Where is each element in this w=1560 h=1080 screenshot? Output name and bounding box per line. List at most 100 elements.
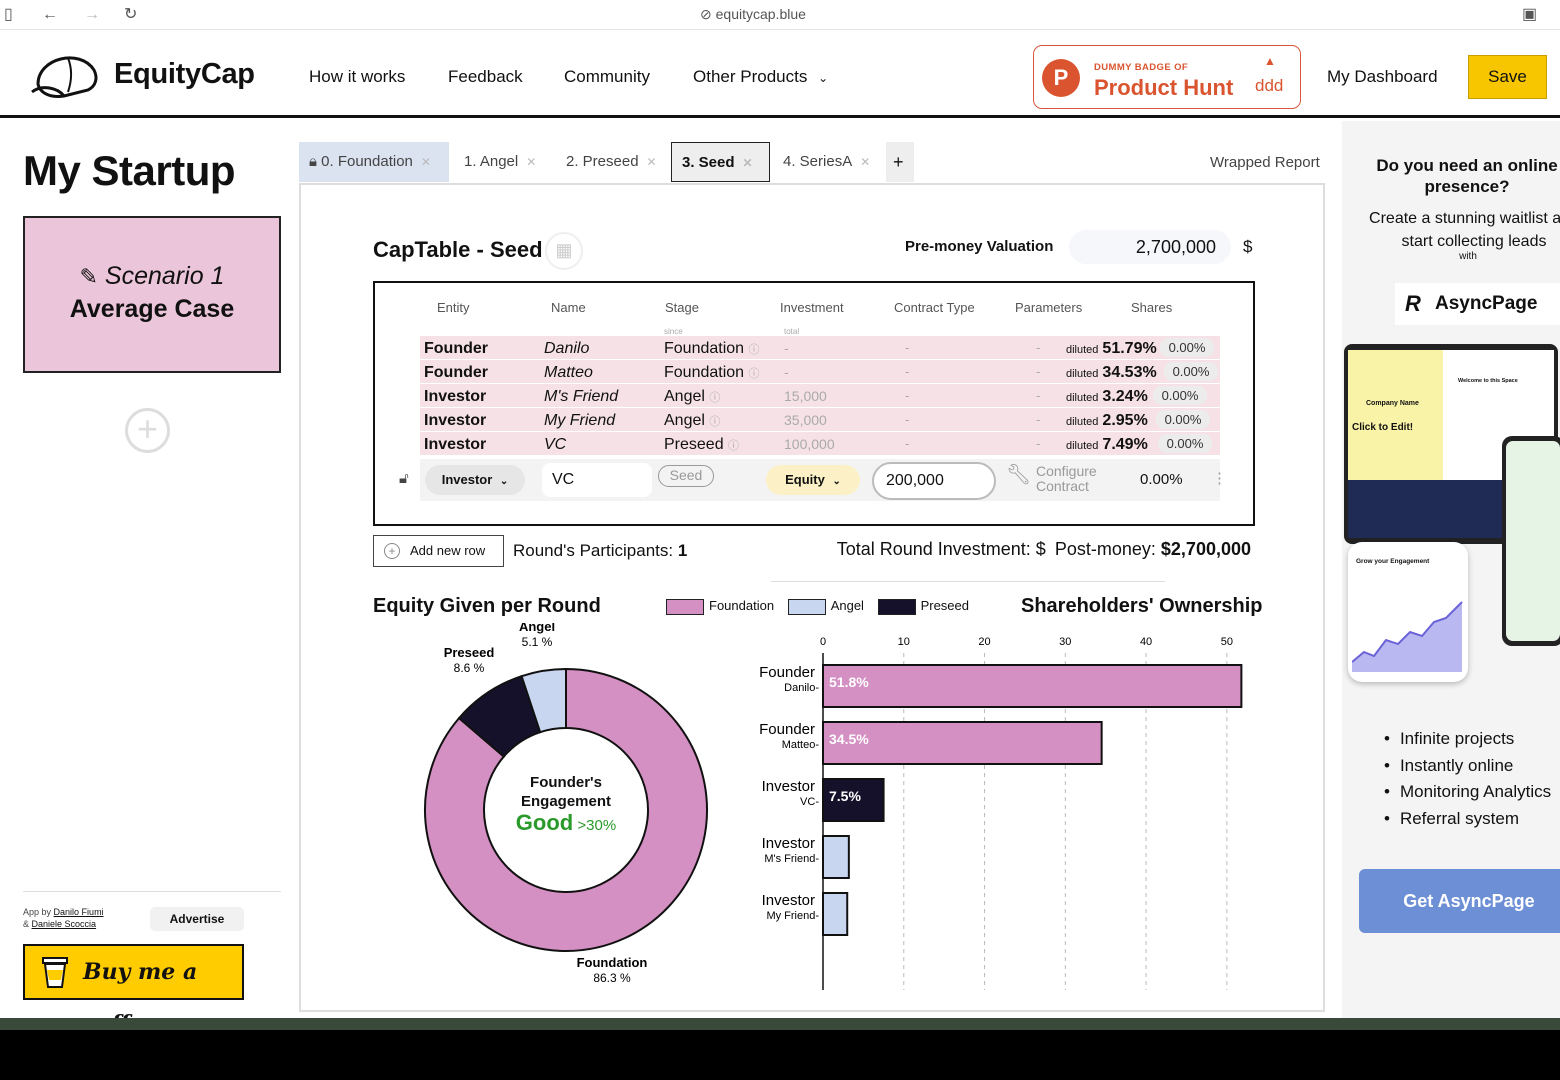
table-row[interactable]: Investor VC Preseed ⓘ 100,000 - - dilute… <box>420 432 1220 455</box>
y-tick-group: Investor <box>762 892 815 909</box>
table-row[interactable]: Founder Matteo Foundation ⓘ - - - dilute… <box>420 360 1220 383</box>
startup-title[interactable]: My Startup <box>23 147 236 194</box>
brand-name[interactable]: EquityCap <box>114 58 255 90</box>
cap-logo-icon[interactable] <box>28 44 100 104</box>
phone-frame <box>1502 436 1560 646</box>
badge-count: ddd <box>1255 76 1284 95</box>
cell-shares: diluted 2.95% <box>1066 412 1148 430</box>
donut-slice-foundation <box>424 667 708 952</box>
get-asyncpage-button[interactable]: Get AsyncPage <box>1359 869 1560 933</box>
diluted-label: diluted <box>1066 368 1099 380</box>
bar-danilo <box>822 664 1243 708</box>
add-tab-icon[interactable]: + <box>886 142 914 182</box>
y-tick-group: Founder <box>759 721 815 738</box>
buy-me-a-coffee-button[interactable]: Buy me a coffee <box>23 944 244 1030</box>
cell-investment: - <box>784 364 789 380</box>
pre-money-input[interactable]: 2,700,000 <box>1069 230 1231 264</box>
nav-other-products[interactable]: Other Products ⌄ <box>693 67 828 87</box>
coffee-cup-icon <box>42 957 68 988</box>
x-tick-label: 40 <box>1140 636 1152 648</box>
cell-entity: Investor <box>424 412 487 429</box>
more-options-icon[interactable]: ⋮ <box>1212 470 1227 487</box>
browser-chrome: ▯ ← → ↻ ⊘ equitycap.blue ▣ <box>0 0 1560 30</box>
lock-icon: 🔒︎ <box>309 153 317 170</box>
reload-icon[interactable]: ↻ <box>124 6 138 23</box>
row-lock-icon[interactable]: 🔓︎ <box>399 470 409 487</box>
name-input[interactable]: VC <box>542 463 652 497</box>
entity-select-value: Investor <box>441 472 493 487</box>
wrapped-report-link[interactable]: Wrapped Report <box>1210 154 1320 171</box>
close-icon[interactable]: ✕ <box>742 156 753 170</box>
investment-input[interactable]: 200,000 <box>872 462 996 500</box>
tab-angel[interactable]: 1. Angel ✕ <box>454 142 550 182</box>
ad-with: with <box>1459 251 1477 262</box>
save-button[interactable]: Save <box>1468 55 1547 99</box>
add-scenario-icon[interactable]: + <box>125 408 170 453</box>
y-tick-name: Matteo- <box>782 739 820 751</box>
info-icon: ⓘ <box>728 440 740 452</box>
app-credit: App by Danilo Fiumi & Daniele Scoccia <box>23 906 104 930</box>
diluted-value: 34.53% <box>1102 364 1157 381</box>
edit-icon[interactable]: ✎ <box>79 264 98 289</box>
tab-seed[interactable]: 3. Seed ✕ <box>671 142 770 182</box>
table-row[interactable]: since total Founder Danilo Foundation ⓘ … <box>420 327 1220 359</box>
round-pct: 0.00% <box>1164 362 1218 381</box>
credit-author-2-link[interactable]: Daniele Scoccia <box>31 919 97 929</box>
donut-label-name: Preseed <box>444 645 495 660</box>
table-row[interactable]: Investor My Friend Angel ⓘ 35,000 - - di… <box>420 408 1220 431</box>
add-row-button[interactable]: + Add new row <box>373 535 504 567</box>
legend-swatch-preseed <box>877 598 916 615</box>
configure-contract-button[interactable]: 🔧︎ Configure Contract <box>1006 464 1116 494</box>
address-bar[interactable]: ⊘ equitycap.blue <box>700 6 806 23</box>
cell-shares: diluted 3.24% <box>1066 388 1148 406</box>
entity-select[interactable]: Investor ⌄ <box>425 465 525 495</box>
configure-contract-label: Configure Contract <box>1036 463 1097 494</box>
my-dashboard-link[interactable]: My Dashboard <box>1327 67 1438 86</box>
legend-label-foundation: Foundation <box>709 598 775 613</box>
nav-feedback[interactable]: Feedback <box>448 67 523 86</box>
credit-author-1-link[interactable]: Danilo Fiumi <box>53 907 104 917</box>
advertise-button[interactable]: Advertise <box>150 907 244 931</box>
tab-preseed[interactable]: 2. Preseed ✕ <box>556 142 666 182</box>
close-icon[interactable]: ✕ <box>526 155 537 169</box>
url-text: equitycap.blue <box>715 6 806 22</box>
cell-contract: - <box>905 436 910 451</box>
captable-table: Entity Name Stage Investment Contract Ty… <box>373 281 1255 526</box>
extensions-icon[interactable]: ▣ <box>1522 6 1538 23</box>
table-row[interactable]: Investor M's Friend Angel ⓘ 15,000 - - d… <box>420 384 1220 407</box>
engagement-threshold: >30% <box>577 817 617 834</box>
product-hunt-badge[interactable]: P DUMMY BADGE OF Product Hunt ▲ ddd <box>1033 45 1301 109</box>
tab-seriesa[interactable]: 4. SeriesA ✕ <box>773 142 883 182</box>
nav-community[interactable]: Community <box>564 67 650 86</box>
total-investment-label: Total Round Investment: $ <box>836 539 1046 559</box>
close-icon[interactable]: ✕ <box>646 155 657 169</box>
top-navbar: EquityCap How it works Feedback Communit… <box>0 30 1560 118</box>
asyncpage-ad: Do you need an online presence? Create a… <box>1342 121 1560 1030</box>
nav-how-it-works[interactable]: How it works <box>309 67 406 86</box>
diluted-value: 51.79% <box>1102 340 1157 357</box>
sidebar-toggle-icon[interactable]: ▯ <box>4 6 13 23</box>
contract-type-select[interactable]: Equity ⌄ <box>766 465 860 495</box>
scenario-card[interactable]: ✎ Scenario 1 Average Case <box>23 216 281 373</box>
ad-feature: Instantly online <box>1384 753 1551 780</box>
asyncpage-logo[interactable]: R AsyncPage <box>1395 283 1560 325</box>
legend-swatch-foundation <box>666 598 704 615</box>
cell-stage-text: Angel <box>664 412 705 429</box>
back-icon[interactable]: ← <box>42 6 58 23</box>
col-entity: Entity <box>437 300 470 315</box>
tab-label: 1. Angel <box>464 153 519 170</box>
cell-name: VC <box>544 436 567 453</box>
table-icon[interactable]: ▦ <box>545 232 583 270</box>
diluted-value: 7.49% <box>1102 436 1148 453</box>
cell-stage-text: Preseed <box>664 436 724 453</box>
section-divider <box>771 581 1165 582</box>
close-icon[interactable]: ✕ <box>420 155 431 169</box>
donut-label-name: Angel <box>519 623 555 634</box>
forward-icon[interactable]: → <box>84 6 100 23</box>
edit-row-shares: 0.00% <box>1140 471 1183 488</box>
tab-foundation[interactable]: 🔒︎ 0. Foundation ✕ <box>299 142 449 182</box>
donut-chart-title: Equity Given per Round <box>373 595 601 617</box>
x-tick-label: 0 <box>820 636 826 648</box>
close-icon[interactable]: ✕ <box>860 155 871 169</box>
